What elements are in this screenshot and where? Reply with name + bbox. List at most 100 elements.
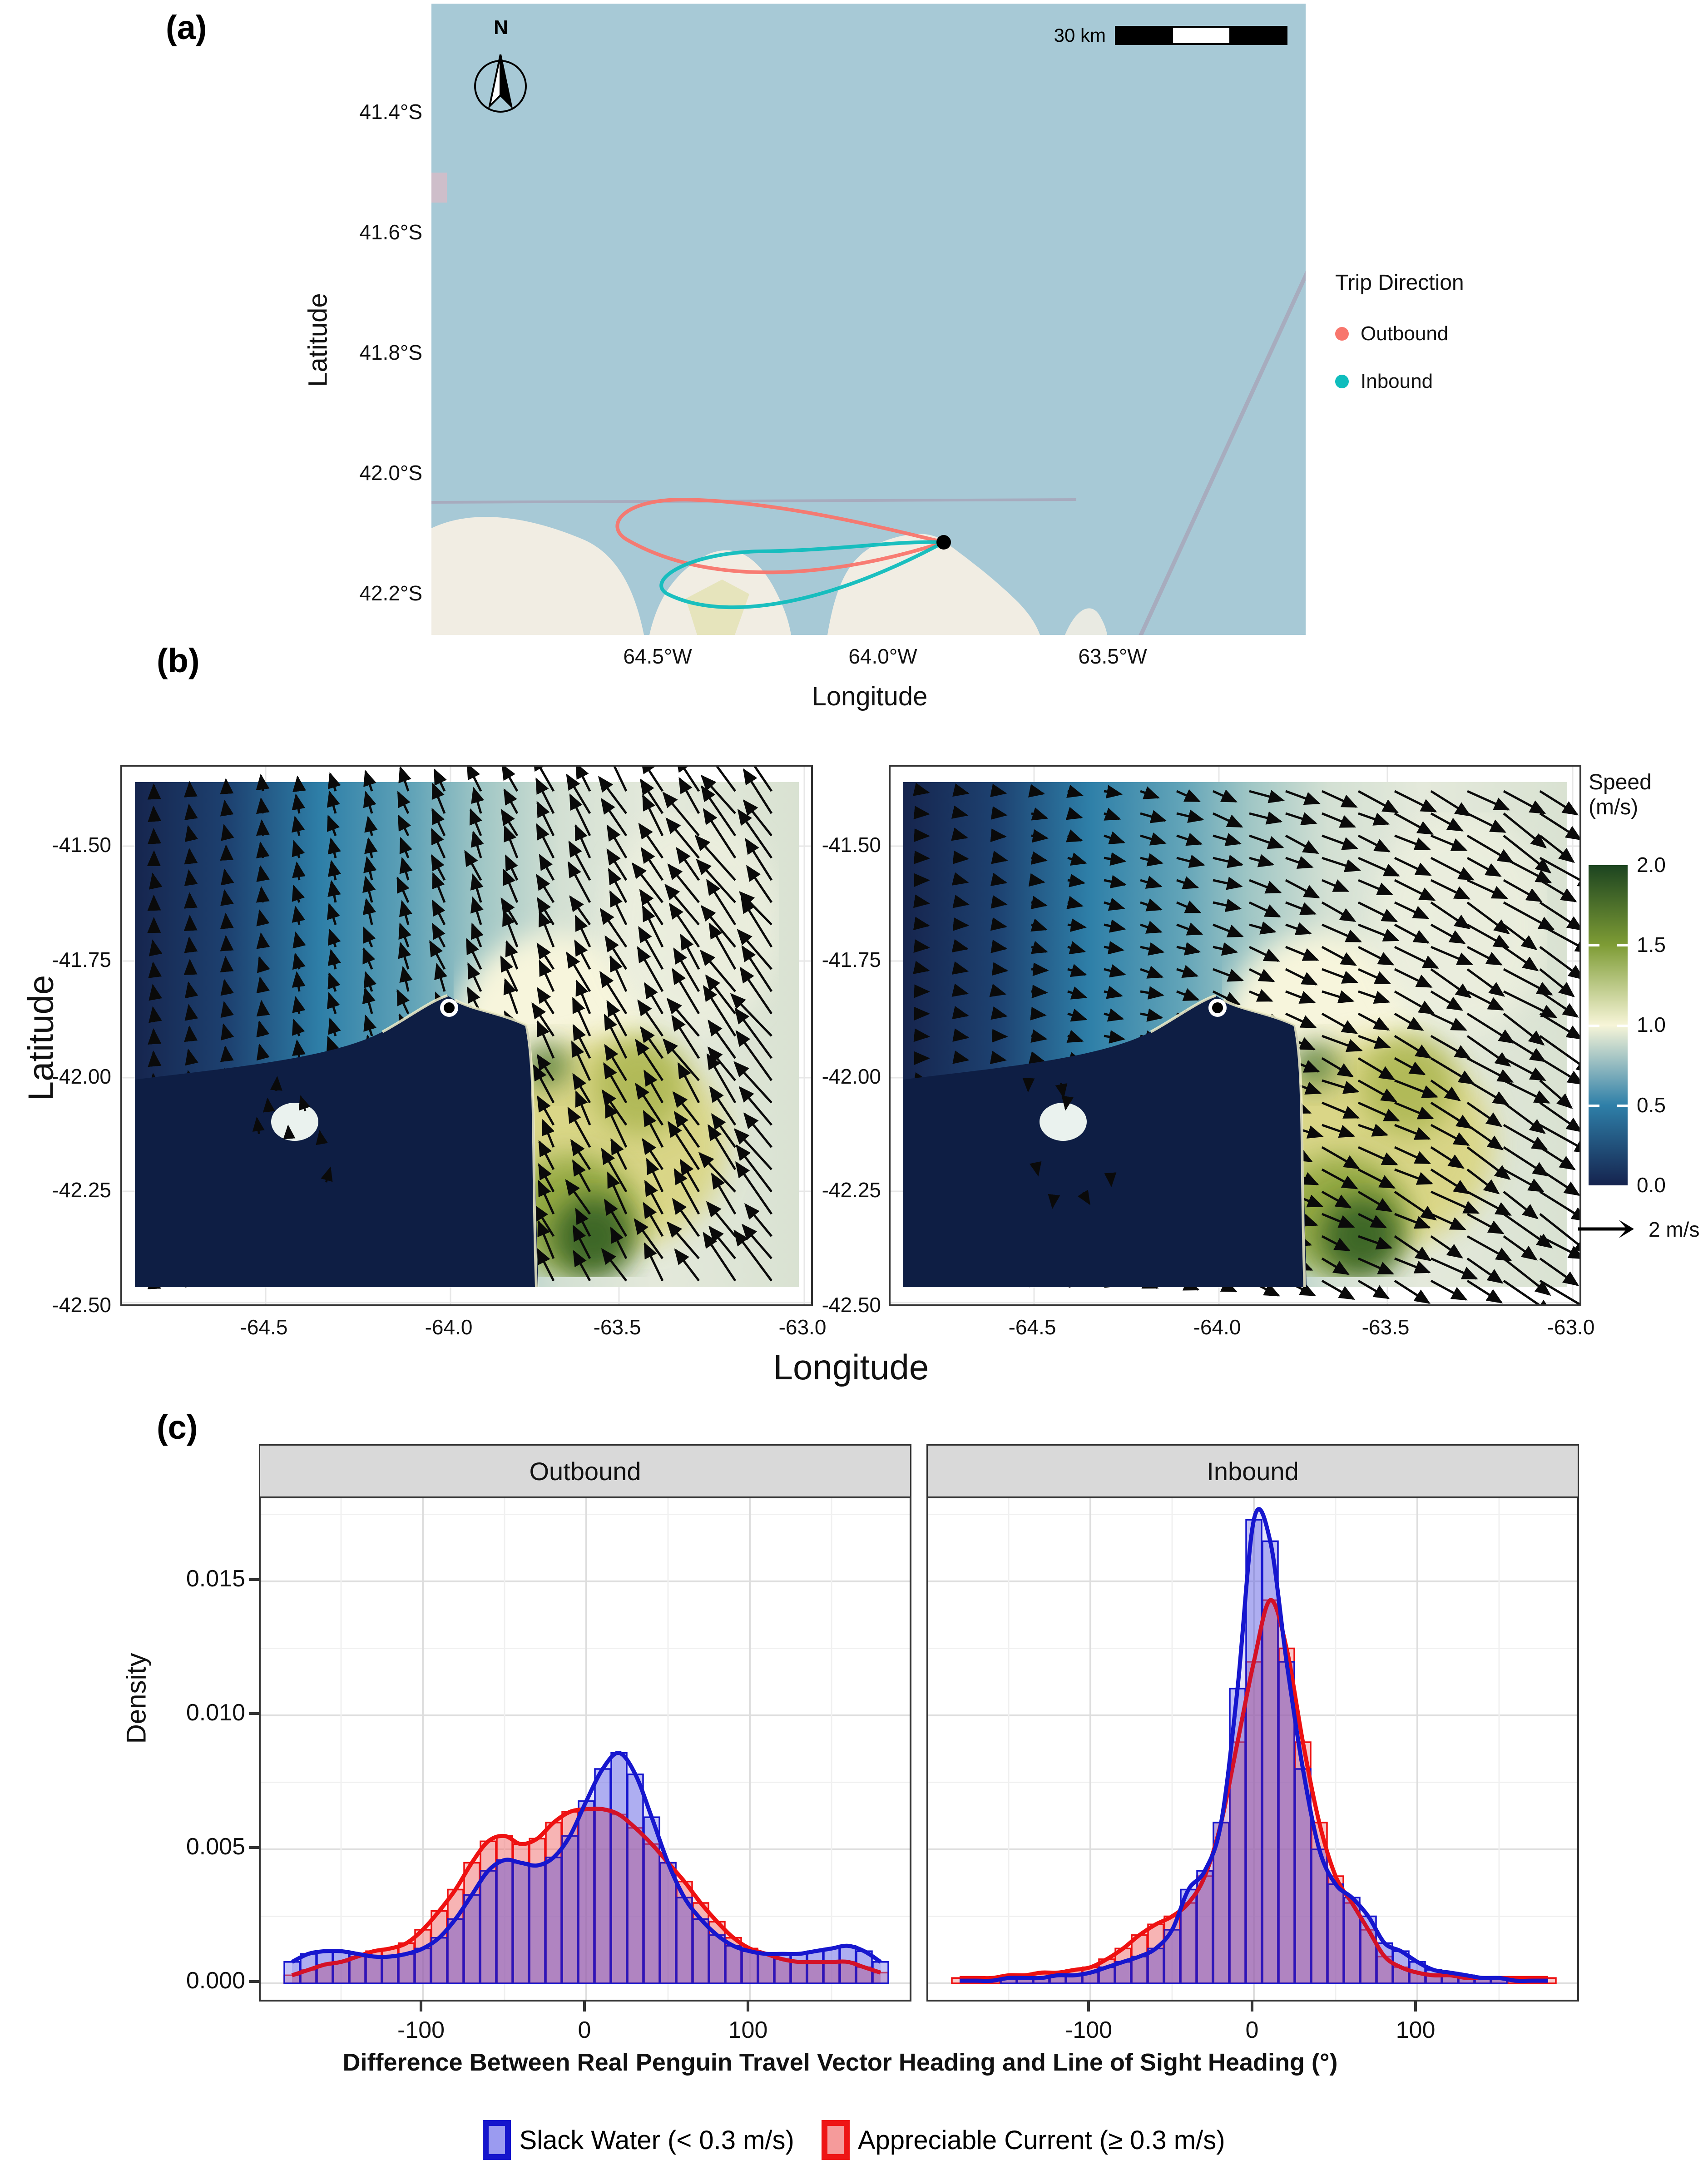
facet-strip-label: Outbound (529, 1457, 641, 1486)
colorbar-title-line2: (m/s) (1589, 795, 1639, 820)
panel-c-y-tick-label: 0.010 (186, 1699, 245, 1726)
panel-c-y-tick-label: 0.000 (186, 1967, 245, 1994)
panel-c-label: (c) (157, 1408, 198, 1446)
panel-a-y-tick-label: 41.8°S (359, 341, 422, 364)
tick-mark (420, 2002, 422, 2012)
colorbar-tick-mark (1589, 1024, 1599, 1027)
panel-b-x-axis-title: Longitude (773, 1347, 929, 1387)
map-scalebar: 30 km (1054, 25, 1287, 46)
legend-title: Trip Direction (1335, 271, 1464, 295)
panel-b-y-tick-label: -42.00 (822, 1065, 881, 1088)
panel-a-label: (a) (166, 9, 207, 46)
tick-mark (583, 2002, 586, 2012)
panel-b-label: (b) (157, 642, 200, 679)
facet-strip-outbound: Outbound (259, 1444, 911, 1498)
scalebar-bar (1115, 26, 1287, 45)
legend-item-label: Outbound (1361, 322, 1449, 345)
facet-strip-label: Inbound (1207, 1457, 1299, 1486)
colorbar-tick-label: 0.5 (1637, 1093, 1666, 1117)
flow-map-flood-canvas (122, 745, 811, 1304)
legend-item-label: Appreciable Current (≥ 0.3 m/s) (857, 2125, 1225, 2155)
panel-a-x-tick-label: 63.5°W (1078, 644, 1147, 668)
panel-c-x-axis-title: Difference Between Real Penguin Travel V… (342, 2049, 1338, 2076)
scalebar-segment (1173, 28, 1229, 43)
slack-water-swatch-icon (483, 2120, 511, 2160)
panel-a-x-tick-label: 64.5°W (623, 644, 692, 668)
tick-mark (747, 2002, 749, 2012)
scalebar-label: 30 km (1054, 25, 1106, 46)
colorbar-tick-mark (1617, 1104, 1628, 1107)
panel-b-x-tick-label: -64.5 (1008, 1315, 1056, 1339)
tick-mark (249, 1980, 259, 1983)
colorbar-tick-label: 1.5 (1637, 933, 1666, 956)
tick-mark (249, 1712, 259, 1715)
flow-map-ebb (889, 765, 1595, 1314)
panel-b-x-tick-label: -64.0 (425, 1315, 473, 1339)
colorbar-title-line1: Speed (1589, 770, 1652, 794)
legend-item-slack-water: Slack Water (< 0.3 m/s) (483, 2120, 794, 2160)
density-plot-inbound-canvas (928, 1498, 1577, 2000)
panel-c-legend: Slack Water (< 0.3 m/s) Appreciable Curr… (0, 2120, 1708, 2160)
legend-item-inbound: Inbound (1335, 370, 1464, 393)
colorbar-tick-label: 2.0 (1637, 853, 1666, 877)
tick-mark (1414, 2002, 1417, 2012)
colorbar-tick-mark (1589, 1104, 1599, 1107)
panel-b-x-tick-label: -64.5 (240, 1315, 288, 1339)
panel-b-y-tick-label: -42.50 (52, 1293, 111, 1317)
panel-b-y-tick-label: -42.00 (52, 1065, 111, 1088)
panel-c-x-tick-label: 0 (1245, 2017, 1259, 2043)
colorbar-tick-mark (1617, 944, 1628, 947)
panel-b-x-tick-label: -63.5 (593, 1315, 641, 1339)
panel-c-x-tick-label: 0 (578, 2017, 591, 2043)
panel-b-y-tick-label: -41.75 (52, 948, 111, 971)
tick-mark (1251, 2002, 1253, 2012)
scalebar-segment (1229, 28, 1286, 43)
panel-a-y-tick-label: 41.4°S (359, 100, 422, 124)
panel-b-x-tick-label: -63.0 (778, 1315, 827, 1339)
panel-b-x-tick-label: -63.0 (1547, 1315, 1595, 1339)
panel-b-y-tick-label: -41.50 (52, 833, 111, 857)
panel-c-y-tick-label: 0.015 (186, 1566, 245, 1592)
facet-strip-inbound: Inbound (926, 1444, 1579, 1498)
panel-b-y-tick-label: -41.50 (822, 833, 881, 857)
panel-b-y-tick-label: -41.75 (822, 948, 881, 971)
density-plot-outbound-canvas (261, 1498, 910, 2000)
outbound-dot-icon (1335, 327, 1349, 341)
reference-arrow-icon (1578, 1220, 1634, 1238)
panel-b-y-axis-title: Latitude (20, 975, 61, 1101)
colorbar-tick-label: 1.0 (1637, 1013, 1666, 1036)
legend-item-appreciable-current: Appreciable Current (≥ 0.3 m/s) (821, 2120, 1225, 2160)
panel-a-y-tick-label: 42.0°S (359, 461, 422, 485)
density-plot-outbound (259, 1496, 911, 2002)
appreciable-current-swatch-icon (821, 2120, 850, 2160)
scalebar-segment (1117, 28, 1173, 43)
panel-c-x-tick-label: -100 (1064, 2017, 1113, 2043)
panel-c-x-tick-label: -100 (397, 2017, 445, 2043)
legend-item-outbound: Outbound (1335, 322, 1464, 345)
panel-b-x-tick-label: -64.0 (1193, 1315, 1241, 1339)
panel-a-x-tick-label: 64.0°W (848, 644, 917, 668)
flow-map-ebb-canvas (891, 767, 1595, 1314)
panel-b-y-tick-label: -42.25 (822, 1178, 881, 1202)
trip-direction-legend: Trip Direction Outbound Inbound (1335, 270, 1464, 393)
tick-mark (249, 1846, 259, 1849)
colorbar-tick-mark (1617, 1024, 1628, 1027)
panel-c-x-tick-label: 100 (1396, 2017, 1436, 2043)
density-plot-inbound (926, 1496, 1579, 2002)
panel-b-y-tick-label: -42.50 (822, 1293, 881, 1317)
inbound-dot-icon (1335, 375, 1349, 388)
vector-scale-label: 2 m/s (1649, 1218, 1700, 1241)
panel-a-y-tick-label: 42.2°S (359, 581, 422, 605)
compass-north-label: N (494, 16, 508, 39)
panel-a-y-tick-label: 41.6°S (359, 220, 422, 244)
colorbar-tick-mark (1589, 944, 1599, 947)
legend-item-label: Slack Water (< 0.3 m/s) (519, 2125, 794, 2155)
panel-b-x-tick-label: -63.5 (1361, 1315, 1410, 1339)
colorbar-tick-label: 0.0 (1637, 1173, 1666, 1197)
panel-b-y-tick-label: -42.25 (52, 1178, 111, 1202)
panel-a-x-axis-title: Longitude (812, 682, 928, 711)
panel-c-y-tick-label: 0.005 (186, 1833, 245, 1860)
track-map: N 30 km (431, 4, 1306, 635)
legend-item-label: Inbound (1361, 370, 1433, 392)
